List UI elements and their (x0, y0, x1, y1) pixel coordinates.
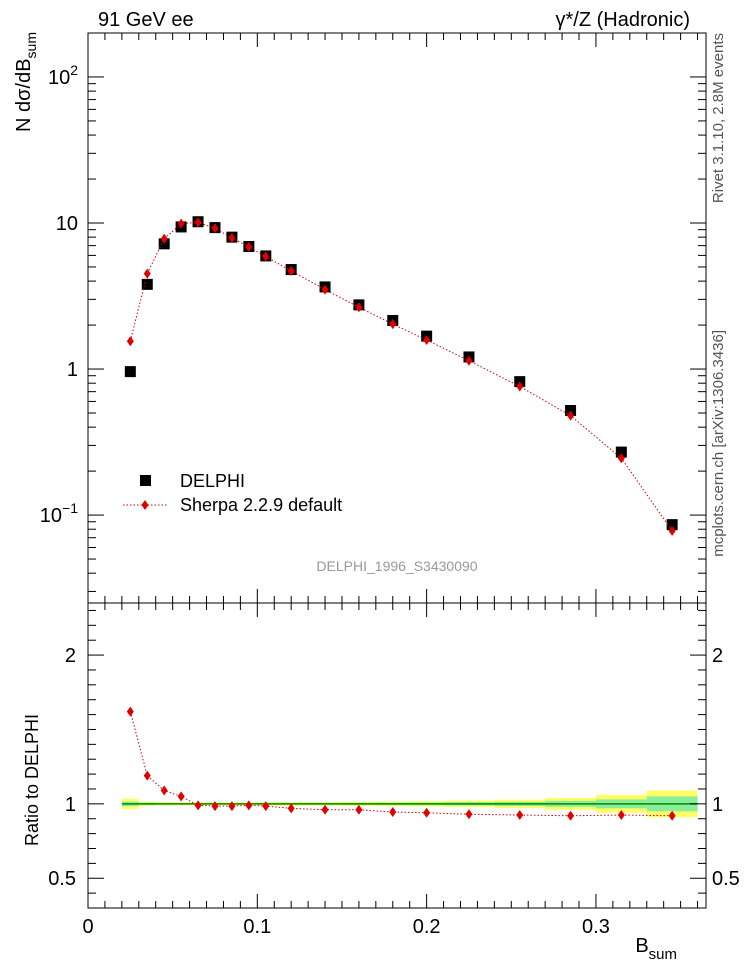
ratio-y-tick-label-right: 2 (712, 645, 723, 667)
sherpa-point (262, 251, 270, 262)
side-text-mcplots: mcplots.cern.ch [arXiv:1306.3436] (710, 330, 727, 557)
sherpa-point (423, 335, 431, 346)
side-text-rivet: Rivet 3.1.10, 2.8M events (710, 33, 727, 203)
legend-sherpa-label: Sherpa 2.2.9 default (180, 495, 342, 515)
ratio-sherpa-point (321, 804, 329, 815)
sherpa-point (465, 355, 473, 366)
legend-delphi-marker (140, 475, 151, 486)
legend-sherpa-marker (141, 500, 149, 510)
x-tick-label: 0.2 (413, 916, 441, 938)
ratio-plot-frame (87, 602, 707, 909)
ratio-y-tick-label-right: 1 (712, 794, 723, 816)
ratio-sherpa-point (126, 706, 134, 717)
y-tick-label: 10−1 (40, 500, 78, 527)
ratio-sherpa-point (211, 801, 219, 812)
sherpa-point (516, 381, 524, 392)
ratio-sherpa-point (668, 810, 676, 821)
header-left: 91 GeV ee (98, 9, 194, 31)
ratio-sherpa-point (194, 800, 202, 811)
ratio-sherpa-point (465, 809, 473, 820)
ratio-y-axis-label: Ratio to DELPHI (22, 714, 42, 846)
y-tick-label: 10 (56, 213, 78, 235)
ratio-sherpa-point (160, 785, 168, 796)
ratio-sherpa-point (262, 801, 270, 812)
delphi-point (158, 238, 170, 250)
analysis-watermark: DELPHI_1996_S3430090 (316, 558, 477, 574)
x-axis-label: Bsum (635, 935, 677, 963)
sherpa-point (668, 525, 676, 536)
sherpa-point (211, 223, 219, 234)
ratio-sherpa-point (228, 801, 236, 812)
delphi-point (141, 278, 153, 290)
header-right: γ*/Z (Hadronic) (556, 9, 690, 31)
ratio-y-tick-label: 1 (65, 794, 76, 816)
sherpa-point (143, 268, 151, 279)
delphi-point (666, 519, 678, 531)
ratio-sherpa-point (567, 810, 575, 821)
ratio-sherpa-point (177, 791, 185, 802)
sherpa-point (355, 302, 363, 313)
ratio-sherpa-point (355, 804, 363, 815)
sherpa-point (321, 284, 329, 295)
ratio-y-tick-label-right: 0.5 (712, 868, 740, 890)
ratio-sherpa-point (617, 810, 625, 821)
delphi-point (565, 405, 577, 417)
ratio-sherpa-point (143, 770, 151, 781)
ratio-sherpa-point (287, 803, 295, 814)
sherpa-point (389, 319, 397, 330)
sherpa-point (287, 265, 295, 276)
ratio-sherpa-point (245, 800, 253, 811)
sherpa-point (228, 232, 236, 243)
x-tick-label: 0.3 (582, 916, 610, 938)
y-tick-label: 1 (67, 359, 78, 381)
ratio-sherpa-point (423, 807, 431, 818)
ratio-y-tick-label: 2 (65, 645, 76, 667)
ratio-sherpa-point (516, 810, 524, 821)
ratio-sherpa-point (389, 807, 397, 818)
sherpa-point (617, 453, 625, 464)
sherpa-point (194, 217, 202, 228)
delphi-point (124, 366, 136, 378)
ratio-y-tick-label: 0.5 (48, 868, 76, 890)
x-tick-label: 0 (82, 916, 93, 938)
y-tick-label: 102 (48, 62, 78, 89)
legend-delphi-label: DELPHI (180, 471, 245, 491)
sherpa-point (160, 233, 168, 244)
sherpa-point (126, 336, 134, 347)
sherpa-point (245, 241, 253, 252)
sherpa-point (177, 218, 185, 229)
delphi-point (615, 446, 627, 458)
sherpa-point (567, 410, 575, 421)
x-tick-label: 0.1 (243, 916, 271, 938)
main-y-axis-label: N dσ/dBsum (13, 32, 39, 132)
